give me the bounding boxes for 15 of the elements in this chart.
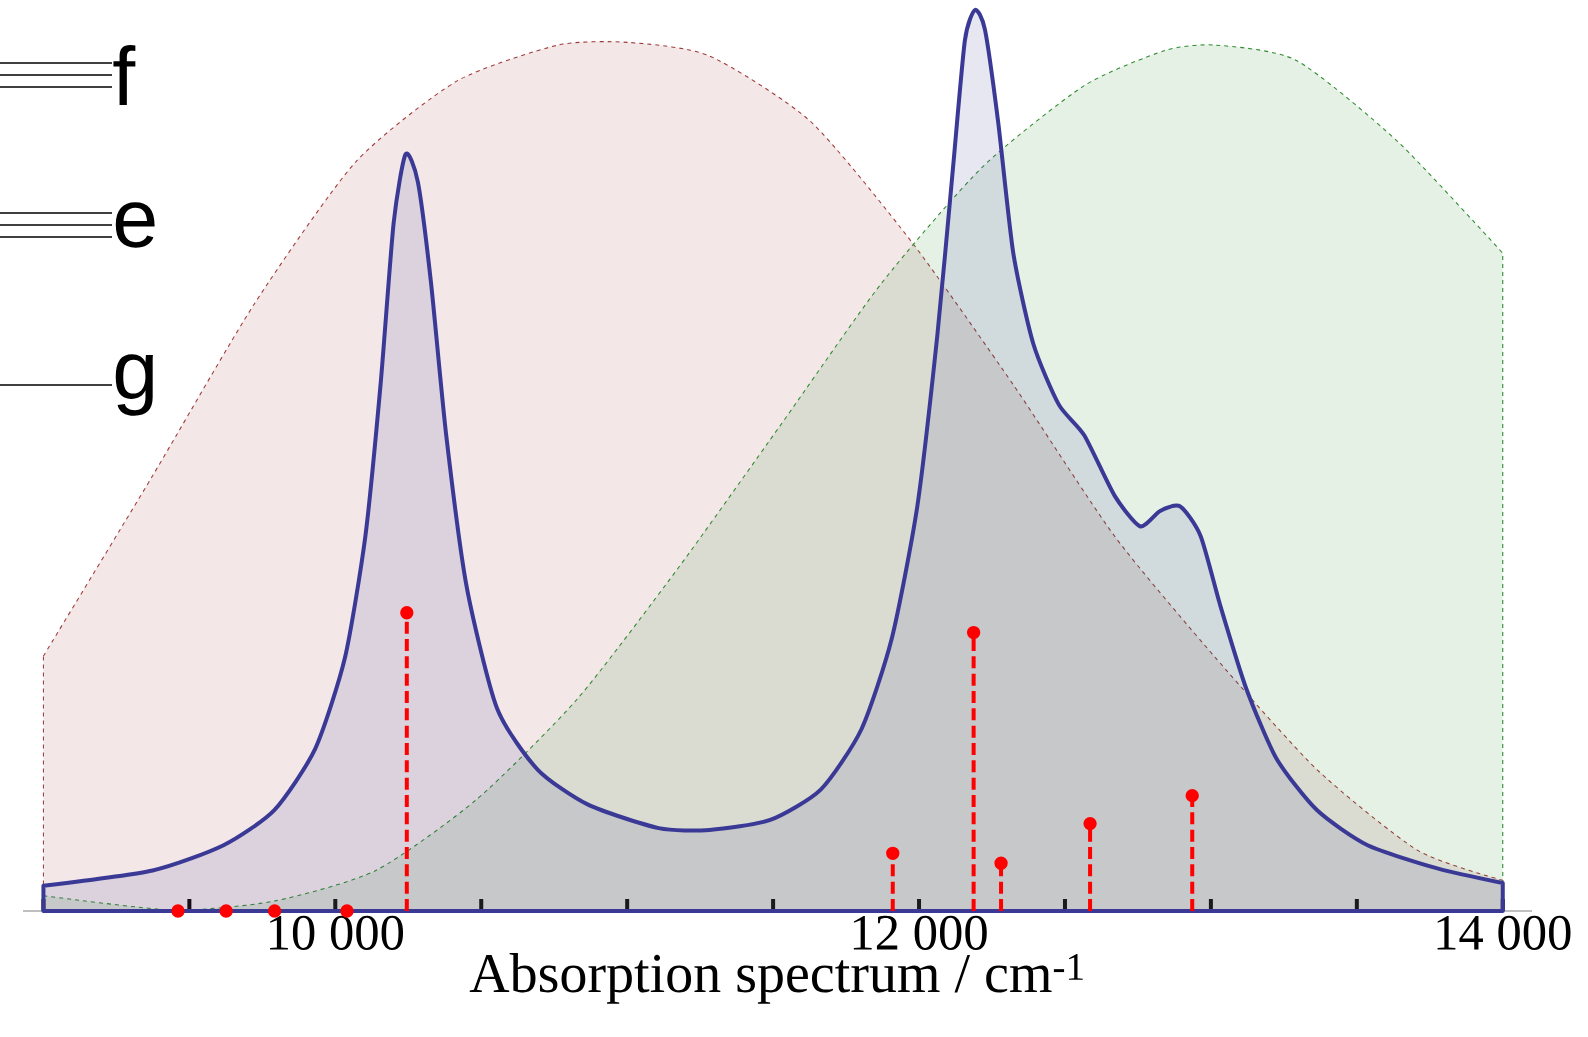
point [966, 625, 981, 640]
annotation: e [115, 202, 155, 248]
point [1185, 788, 1199, 803]
x-tick-label: 14 000 [1437, 915, 1571, 950]
point [886, 846, 900, 860]
point [400, 606, 414, 620]
x-tick-label: 10 000 [270, 915, 404, 950]
point [171, 904, 185, 918]
x-tick-label: 12 000 [853, 915, 987, 950]
point [1083, 816, 1097, 831]
point [219, 904, 233, 918]
annotation: g [115, 354, 153, 416]
x-axis-title: Absorption spectrum / cm$^{-1}$ [469, 953, 1083, 1004]
annotation: f [113, 45, 136, 105]
point [994, 856, 1008, 870]
